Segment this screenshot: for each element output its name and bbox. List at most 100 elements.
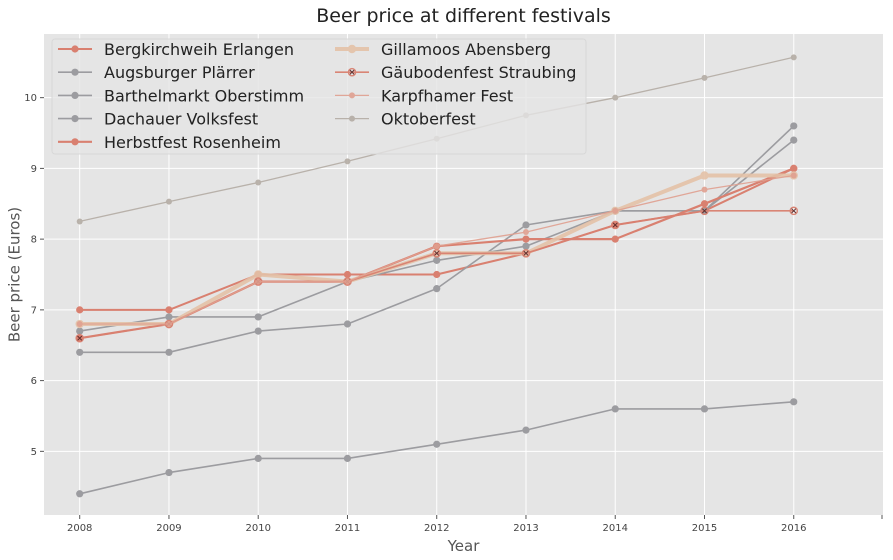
- legend-item: [58, 68, 92, 76]
- data-point-cross: [349, 69, 355, 75]
- data-point: [344, 158, 351, 165]
- data-point: [433, 270, 441, 279]
- data-point: [700, 405, 709, 413]
- legend-label: Herbstfest Rosenheim: [104, 133, 281, 152]
- x-tick-label: 2010: [245, 523, 270, 534]
- legend-item: [335, 44, 369, 54]
- data-point-cross: [612, 222, 618, 228]
- data-point: [349, 115, 355, 122]
- data-point: [433, 243, 440, 250]
- data-point: [701, 74, 708, 81]
- data-point-cross: [791, 208, 797, 214]
- data-point: [76, 218, 83, 225]
- data-point: [790, 136, 798, 144]
- legend-label: Gillamoos Abensberg: [381, 40, 551, 59]
- series-7: [76, 172, 797, 328]
- legend-item: [335, 92, 369, 99]
- data-point: [254, 454, 262, 463]
- data-point: [344, 278, 351, 285]
- data-point: [343, 320, 352, 328]
- y-tick-label: 8: [31, 235, 37, 246]
- data-point: [522, 242, 530, 250]
- data-point: [254, 313, 262, 321]
- data-point: [71, 115, 79, 123]
- x-axis-title: Year: [447, 537, 481, 555]
- legend-item: [58, 115, 92, 123]
- data-point: [701, 186, 708, 193]
- legend-item: [335, 67, 369, 77]
- legend-label: Augsburger Plärrer: [104, 63, 255, 82]
- data-point: [522, 221, 530, 229]
- data-point-cross: [523, 250, 529, 256]
- data-point: [433, 285, 441, 293]
- y-tick-label: 7: [31, 305, 37, 316]
- data-point: [343, 454, 352, 463]
- data-point: [349, 92, 355, 99]
- data-point: [71, 68, 79, 76]
- legend-label: Gäubodenfest Straubing: [381, 63, 576, 82]
- legend-label: Oktoberfest: [381, 110, 476, 129]
- x-tick-label: 2014: [603, 523, 628, 534]
- data-point: [347, 44, 357, 54]
- data-point: [432, 248, 442, 258]
- data-point: [76, 348, 84, 356]
- data-point: [71, 91, 79, 99]
- x-tick-label: 2015: [692, 523, 717, 534]
- data-point: [522, 229, 529, 236]
- data-point: [611, 235, 619, 243]
- data-point: [165, 348, 173, 356]
- data-point: [76, 306, 84, 314]
- data-point: [790, 172, 797, 179]
- legend-label: Barthelmarkt Oberstimm: [104, 86, 304, 105]
- legend-label: Dachauer Volksfest: [104, 110, 258, 129]
- y-tick-label: 5: [31, 447, 37, 458]
- data-point: [522, 426, 530, 434]
- data-point: [76, 321, 83, 328]
- data-point-cross: [434, 250, 440, 256]
- data-point: [790, 122, 798, 130]
- data-point: [790, 398, 798, 406]
- data-point: [347, 67, 357, 77]
- y-tick-label: 9: [31, 164, 37, 175]
- data-point: [76, 490, 84, 498]
- ticks: 2008 2009 2010 2011 2012 2013 2014 2015 2016 5 6 7 8…: [24, 93, 883, 534]
- data-point: [522, 235, 530, 243]
- legend: Bergkirchweih Erlangen Augsburger Plärrer…: [51, 38, 587, 155]
- data-point: [76, 327, 84, 335]
- data-point: [75, 333, 85, 343]
- data-point: [433, 256, 441, 264]
- data-point: [521, 248, 531, 258]
- data-point: [789, 206, 799, 216]
- legend-label: Bergkirchweih Erlangen: [104, 40, 294, 59]
- data-point: [165, 198, 172, 205]
- y-tick-label: 6: [31, 376, 37, 387]
- data-point: [71, 45, 79, 53]
- x-tick-label: 2008: [67, 523, 92, 534]
- data-point: [610, 220, 620, 230]
- x-tick-label: 2011: [335, 523, 360, 534]
- data-point: [611, 405, 619, 413]
- y-axis-title: Beer price (Euros): [5, 207, 23, 342]
- chart-title: Beer price at different festivals: [316, 5, 611, 27]
- data-point: [700, 200, 709, 208]
- x-tick-label: 2016: [781, 523, 806, 534]
- data-point: [790, 164, 798, 172]
- series-3: [76, 122, 798, 356]
- series-1: [76, 398, 798, 498]
- data-point: [433, 440, 441, 448]
- data-point: [254, 327, 262, 335]
- data-point: [612, 94, 619, 101]
- data-point: [165, 468, 173, 477]
- x-tick-label: 2012: [424, 523, 449, 534]
- legend-item: [58, 91, 92, 99]
- data-point-cross: [701, 208, 708, 214]
- data-point: [165, 306, 173, 314]
- legend-item: [58, 138, 92, 146]
- data-point: [343, 270, 352, 279]
- data-point: [255, 278, 262, 285]
- x-tick-label: 2013: [513, 523, 538, 534]
- legend-item: [58, 45, 92, 53]
- data-point: [71, 138, 79, 146]
- data-point: [255, 179, 262, 186]
